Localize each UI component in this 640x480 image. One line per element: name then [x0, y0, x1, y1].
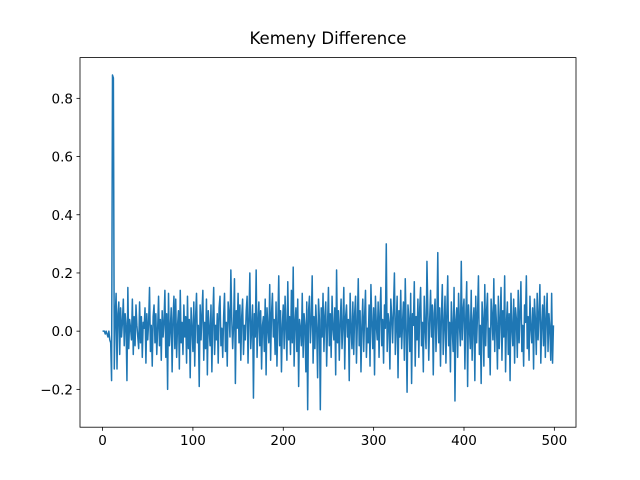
x-tick-label: 300 [361, 433, 387, 449]
y-tick-label: 0.2 [52, 266, 73, 282]
x-tick-label: 200 [270, 433, 296, 449]
data-line [102, 74, 555, 411]
y-tick-label: 0.0 [52, 324, 73, 340]
y-tick-label: −0.2 [40, 382, 73, 398]
x-tick-label: 0 [98, 433, 107, 449]
y-tick-label: 0.4 [52, 208, 73, 224]
x-tick-label: 400 [451, 433, 477, 449]
x-tick-label: 500 [541, 433, 567, 449]
y-tick-label: 0.8 [52, 91, 73, 107]
chart-title: Kemeny Difference [250, 29, 407, 48]
x-tick-label: 100 [180, 433, 206, 449]
plot-frame [79, 57, 577, 428]
y-tick-label: 0.6 [52, 150, 73, 166]
